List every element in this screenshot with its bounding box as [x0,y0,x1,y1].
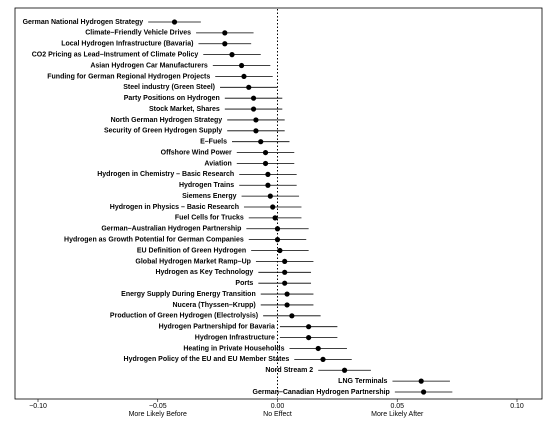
axis-annotation: No Effect [263,411,292,418]
point [284,291,290,297]
category-label: Aviation [204,160,231,167]
category-label: Steel industry (Green Steel) [123,84,215,91]
point [277,247,283,254]
category-label: CO2 Pricing as Lead–Instrument of Climat… [32,51,199,58]
point [241,73,247,80]
point [246,84,252,90]
category-label: EU Definition of Green Hydrogen [137,247,246,254]
category-label: Offshore Wind Power [161,149,232,156]
category-label: North German Hydrogen Strategy [111,117,223,124]
point [222,30,228,36]
category-label: Local Hydrogen Infrastructure (Bavaria) [61,41,193,48]
category-label: Global Hydrogen Market Ramp–Up [135,258,251,265]
category-label: Stock Market, Shares [149,106,220,113]
point [341,367,348,373]
point [250,95,257,101]
category-label: Heating in Private Households [183,345,284,352]
point [253,117,259,123]
point [320,356,326,362]
x-tick-label: 0.00 [271,403,285,410]
axis-annotation: More Likely Before [129,411,187,418]
category-label: Fuel Cells for Trucks [175,215,244,222]
category-label: E–Fuels [200,139,227,146]
point [262,149,269,156]
point [282,280,288,286]
point [270,204,276,210]
category-label: German–Canadian Hydrogen Partnership [253,389,390,396]
category-label: Hydrogen Infrastructure [195,334,275,341]
category-label: German National Hydrogen Strategy [23,19,144,26]
point [265,182,271,188]
point [420,389,427,395]
point [267,193,273,199]
category-label: Production of Green Hydrogen (Electrolys… [110,313,258,320]
category-label: Hydrogen in Physics – Basic Research [110,204,239,211]
category-label: Hydrogen in Chemistry – Basic Research [97,171,234,178]
category-label: Nucera (Thyssen–Krupp) [172,302,255,309]
point [222,41,228,47]
category-label: Hydrogen Trains [179,182,234,189]
category-label: Hydrogen as Key Technology [155,269,253,276]
point [282,269,288,275]
point [253,128,259,134]
point [262,160,269,167]
category-label: Energy Supply During Energy Transition [121,291,256,298]
category-label: Security of Green Hydrogen Supply [104,128,222,135]
category-label: Ports [235,280,253,287]
x-tick-label: −0.10 [29,403,47,410]
x-tick-label: 0.10 [510,403,524,410]
category-label: Hydrogen as Growth Potential for German … [64,236,244,243]
category-label: Climate–Friendly Vehicle Drives [85,30,191,37]
category-label: Siemens Energy [182,193,237,200]
category-label: Hydrogen Policy of the EU and EU Member … [124,356,290,363]
point [306,324,312,330]
category-label: Funding for German Regional Hydrogen Pro… [47,73,210,80]
point [418,378,424,384]
category-label: Asian Hydrogen Car Manufacturers [90,62,208,69]
point [274,226,281,232]
category-label: LNG Terminals [338,378,387,385]
point [315,345,321,352]
x-tick-label: 0.05 [390,403,404,410]
point [274,237,281,243]
plot-frame [14,7,543,400]
category-label: German–Australian Hydrogen Partnership [101,226,241,233]
point [229,52,235,58]
point [272,215,278,221]
category-label: Party Positions on Hydrogen [124,95,220,102]
point [284,302,290,308]
point [250,106,257,112]
point [265,171,271,177]
axis-annotation: More Likely After [371,411,424,418]
x-tick-label: −0.05 [149,403,167,410]
point [171,19,178,25]
point [289,313,295,319]
point [258,139,264,145]
point [238,62,245,69]
category-label: Nord Stream 2 [265,367,313,374]
point [306,334,312,341]
point [282,258,288,265]
category-label: Hydrogen Partnershipd for Bavaria [159,324,275,331]
